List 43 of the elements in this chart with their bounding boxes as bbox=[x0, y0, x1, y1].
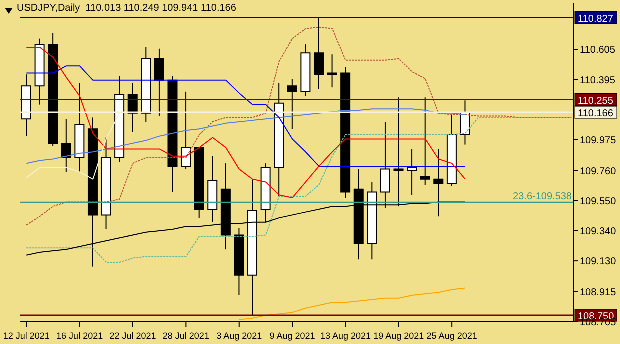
candlestick bbox=[101, 137, 112, 230]
ref-line-label: 110.827 bbox=[578, 14, 614, 25]
candlestick bbox=[274, 82, 284, 198]
line-series bbox=[26, 26, 572, 226]
x-tick-label: 16 Jul 2021 bbox=[56, 331, 104, 341]
candlestick bbox=[22, 74, 32, 137]
candlestick bbox=[434, 148, 444, 218]
candlestick bbox=[314, 16, 324, 90]
y-tick-label: 109.975 bbox=[580, 135, 617, 146]
y-tick-label: 109.550 bbox=[580, 196, 617, 208]
candlestick bbox=[168, 76, 178, 193]
candlestick bbox=[407, 148, 418, 196]
ref-line-label: 110.166 bbox=[578, 108, 614, 120]
line-series bbox=[238, 288, 466, 320]
candlestick bbox=[181, 91, 192, 170]
ref-line-label: 110.255 bbox=[578, 96, 614, 107]
candlestick bbox=[446, 114, 457, 188]
y-tick-label: 108.915 bbox=[580, 287, 617, 298]
annotation: 23.6-109.538 bbox=[513, 192, 572, 203]
y-tick-label: 109.130 bbox=[580, 256, 617, 268]
x-tick-label: 12 Jul 2021 bbox=[3, 331, 50, 341]
x-tick-label: 3 Aug 2021 bbox=[216, 331, 262, 341]
candlestick bbox=[154, 48, 164, 117]
candlestick bbox=[287, 78, 298, 130]
candlestick bbox=[48, 32, 58, 147]
candlestick bbox=[234, 228, 244, 296]
x-tick-label: 25 Aug 2021 bbox=[426, 331, 478, 341]
y-tick-label: 110.605 bbox=[580, 45, 616, 56]
x-tick-label: 9 Aug 2021 bbox=[270, 331, 316, 341]
x-tick-label: 22 Jul 2021 bbox=[110, 331, 156, 341]
y-tick-label: 109.340 bbox=[580, 226, 617, 238]
candlestick bbox=[208, 156, 218, 223]
x-tick-label: 28 Jul 2021 bbox=[162, 331, 210, 341]
x-tick-label: 19 Aug 2021 bbox=[374, 331, 424, 341]
candlestick bbox=[340, 67, 351, 198]
candlestick bbox=[61, 118, 72, 173]
y-tick-label: 109.760 bbox=[580, 166, 617, 178]
x-tick-label: 13 Aug 2021 bbox=[320, 331, 372, 341]
chart-title: USDJPY,Daily 110.013 110.249 109.941 110.166 bbox=[17, 3, 236, 14]
candlestick bbox=[74, 82, 85, 173]
candlestick bbox=[141, 46, 152, 122]
y-tick-label: 110.395 bbox=[580, 75, 616, 86]
line-series bbox=[26, 46, 466, 198]
